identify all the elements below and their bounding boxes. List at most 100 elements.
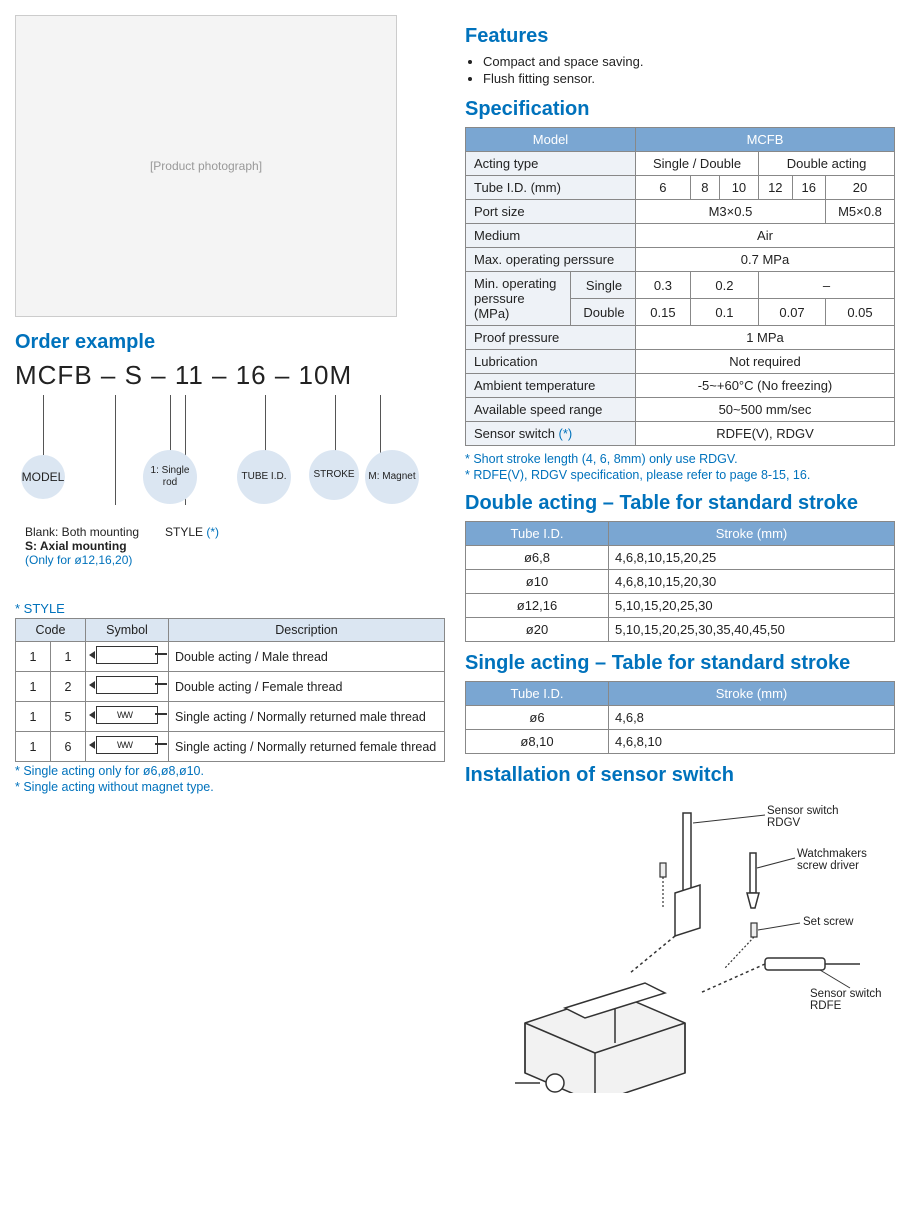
style-th-code: Code bbox=[16, 619, 86, 642]
spec-note: * Short stroke length (4, 6, 8mm) only u… bbox=[465, 452, 895, 466]
install-svg bbox=[465, 793, 885, 1093]
label-s-axial: S: Axial mounting bbox=[25, 539, 127, 553]
table-cell: ø20 bbox=[466, 618, 609, 642]
order-code: MCFB – S – 11 – 16 – 10M bbox=[15, 360, 445, 391]
table-cell: ø6 bbox=[466, 706, 609, 730]
table-th: Stroke (mm) bbox=[609, 682, 895, 706]
spec-cell: Acting type bbox=[466, 152, 636, 176]
spec-table: Model MCFB Acting type Single / Double D… bbox=[465, 127, 895, 446]
style-table: Code Symbol Description 1 1 Double actin… bbox=[15, 618, 445, 762]
label-blank: Blank: Both mounting bbox=[25, 525, 139, 539]
style-cell: 6 bbox=[51, 732, 86, 762]
style-cell: 1 bbox=[16, 672, 51, 702]
spec-cell: – bbox=[759, 272, 895, 299]
style-cell: 1 bbox=[16, 642, 51, 672]
style-cell: 5 bbox=[51, 702, 86, 732]
spec-th: MCFB bbox=[636, 128, 895, 152]
spec-cell: 0.2 bbox=[690, 272, 758, 299]
spec-cell: 0.7 MPa bbox=[636, 248, 895, 272]
spec-cell: 8 bbox=[690, 176, 719, 200]
table-cell: 5,10,15,20,25,30,35,40,45,50 bbox=[609, 618, 895, 642]
spec-cell: Ambient temperature bbox=[466, 374, 636, 398]
spec-note: * RDFE(V), RDGV specification, please re… bbox=[465, 468, 895, 482]
label-rod: 1: Single rod bbox=[143, 465, 197, 489]
spec-cell: Available speed range bbox=[466, 398, 636, 422]
feature-item: Flush fitting sensor. bbox=[483, 71, 895, 86]
order-heading: Order example bbox=[15, 331, 445, 354]
spec-cell: 16 bbox=[792, 176, 825, 200]
install-label-screwdriver: Watchmakers screw driver bbox=[797, 848, 867, 872]
spec-cell: 12 bbox=[759, 176, 792, 200]
features-heading: Features bbox=[465, 25, 895, 48]
spec-th: Model bbox=[466, 128, 636, 152]
table-cell: ø8,10 bbox=[466, 730, 609, 754]
spec-cell: Double acting bbox=[759, 152, 895, 176]
spec-heading: Specification bbox=[465, 98, 895, 121]
spec-cell: Min. operating perssure (MPa) bbox=[466, 272, 571, 326]
install-diagram: Sensor switch RDGV Watchmakers screw dri… bbox=[465, 793, 885, 1093]
spec-cell: 0.3 bbox=[636, 272, 691, 299]
table-th: Tube I.D. bbox=[466, 682, 609, 706]
spec-cell: Double bbox=[571, 299, 636, 326]
label-model: MODEL bbox=[22, 470, 65, 484]
style-th-symbol: Symbol bbox=[86, 619, 169, 642]
double-stroke-heading: Double acting – Table for standard strok… bbox=[465, 492, 895, 515]
style-cell: 1 bbox=[16, 732, 51, 762]
features-list: Compact and space saving. Flush fitting … bbox=[465, 54, 895, 86]
spec-cell: Medium bbox=[466, 224, 636, 248]
spec-cell: Sensor switch (*) bbox=[466, 422, 636, 446]
label-style: STYLE (*) bbox=[165, 525, 219, 539]
table-cell: ø12,16 bbox=[466, 594, 609, 618]
spec-cell: 0.1 bbox=[690, 299, 758, 326]
spec-cell: 20 bbox=[825, 176, 894, 200]
style-cell: Double acting / Male thread bbox=[169, 642, 445, 672]
style-cell: Single acting / Normally returned female… bbox=[169, 732, 445, 762]
install-label-rdgv: Sensor switch RDGV bbox=[767, 805, 839, 829]
style-cell: Single acting / Normally returned male t… bbox=[169, 702, 445, 732]
double-stroke-table: Tube I.D. Stroke (mm) ø6,84,6,8,10,15,20… bbox=[465, 521, 895, 642]
spec-cell: 10 bbox=[719, 176, 758, 200]
spec-cell: 6 bbox=[636, 176, 691, 200]
spec-cell: 0.05 bbox=[825, 299, 894, 326]
table-cell: 4,6,8,10,15,20,25 bbox=[609, 546, 895, 570]
spec-cell: RDFE(V), RDGV bbox=[636, 422, 895, 446]
product-image: [Product photograph] bbox=[15, 15, 397, 317]
table-cell: 4,6,8,10 bbox=[609, 730, 895, 754]
spec-cell: Single bbox=[571, 272, 636, 299]
style-note: * Single acting without magnet type. bbox=[15, 780, 445, 794]
install-heading: Installation of sensor switch bbox=[465, 764, 895, 787]
style-cell: 1 bbox=[51, 642, 86, 672]
install-label-rdfe: Sensor switch RDFE bbox=[810, 988, 882, 1012]
style-heading: * STYLE bbox=[15, 601, 445, 616]
single-stroke-heading: Single acting – Table for standard strok… bbox=[465, 652, 895, 675]
spec-cell: -5~+60°C (No freezing) bbox=[636, 374, 895, 398]
table-cell: ø10 bbox=[466, 570, 609, 594]
spec-cell: Max. operating perssure bbox=[466, 248, 636, 272]
spec-cell: 1 MPa bbox=[636, 326, 895, 350]
spec-cell: Proof pressure bbox=[466, 326, 636, 350]
spec-cell: M5×0.8 bbox=[825, 200, 894, 224]
table-th: Tube I.D. bbox=[466, 522, 609, 546]
label-tube: TUBE I.D. bbox=[241, 471, 286, 483]
single-stroke-table: Tube I.D. Stroke (mm) ø64,6,8 ø8,104,6,8… bbox=[465, 681, 895, 754]
table-cell: 4,6,8 bbox=[609, 706, 895, 730]
label-stroke: STROKE bbox=[313, 469, 354, 481]
order-diagram: MODEL 1: Single rod TUBE I.D. STROKE M: … bbox=[15, 395, 435, 595]
spec-cell: 0.15 bbox=[636, 299, 691, 326]
style-note: * Single acting only for ø6,ø8,ø10. bbox=[15, 764, 445, 778]
style-cell: Double acting / Female thread bbox=[169, 672, 445, 702]
label-magnet: M: Magnet bbox=[368, 471, 415, 483]
style-cell: 1 bbox=[16, 702, 51, 732]
spec-cell: Port size bbox=[466, 200, 636, 224]
spec-cell: Single / Double bbox=[636, 152, 759, 176]
table-cell: ø6,8 bbox=[466, 546, 609, 570]
spec-cell: Air bbox=[636, 224, 895, 248]
style-th-desc: Description bbox=[169, 619, 445, 642]
spec-cell: 50~500 mm/sec bbox=[636, 398, 895, 422]
spec-cell: Lubrication bbox=[466, 350, 636, 374]
feature-item: Compact and space saving. bbox=[483, 54, 895, 69]
install-label-setscrew: Set screw bbox=[803, 916, 854, 928]
spec-cell: Not required bbox=[636, 350, 895, 374]
spec-cell: M3×0.5 bbox=[636, 200, 826, 224]
table-th: Stroke (mm) bbox=[609, 522, 895, 546]
